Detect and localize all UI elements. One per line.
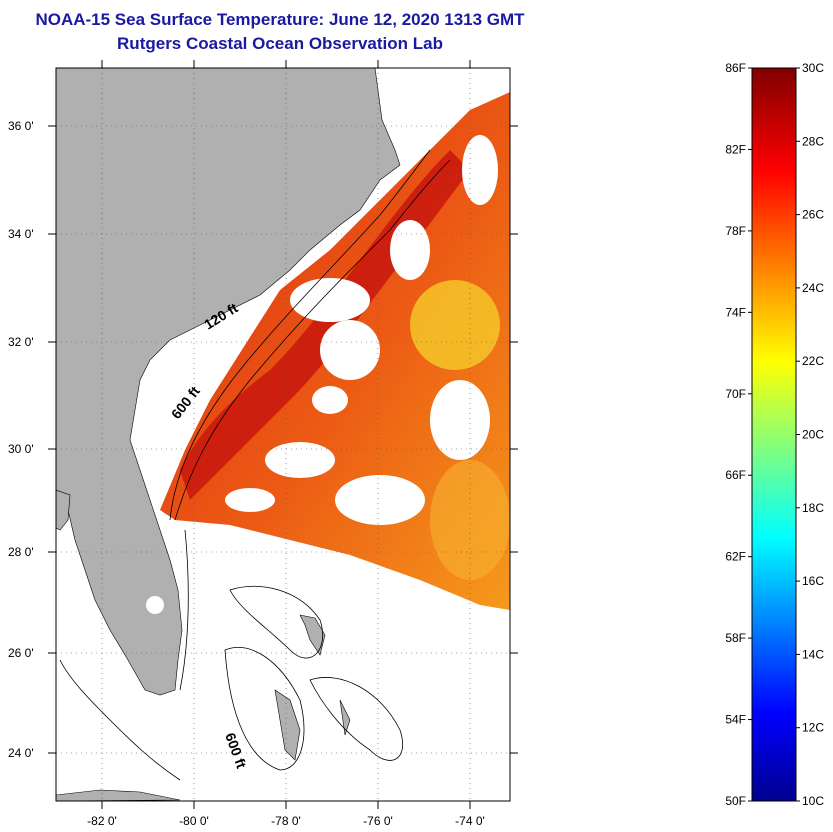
lat-label: 36 0' [8,119,34,133]
colorbar-c-label: 28C [802,134,824,148]
lat-label: 24 0' [8,746,34,760]
land-us [56,68,401,696]
colorbar-f-label: 86F [725,61,746,75]
colorbar-c-label: 10C [802,794,824,808]
colorbar-f-labels: 86F 82F 78F 74F 70F 66F 62F 58F 54F 50F [725,61,746,808]
colorbar-f-label: 50F [725,794,746,808]
colorbar-f-label: 62F [725,550,746,564]
colorbar-c-label: 16C [802,574,824,588]
cool-eddy [410,280,500,370]
colorbar-c-label: 26C [802,208,824,222]
map-border [55,67,511,802]
depth-contours [59,149,451,781]
sst-map: 120 ft 600 ft 600 ft 36 0' 34 0' 32 0' 3… [8,60,518,828]
lon-label: -74 0' [455,814,485,828]
colorbar-f-label: 66F [725,468,746,482]
cool-eddy-2 [430,460,510,580]
colorbar-f-label: 74F [725,305,746,319]
lat-label: 28 0' [8,545,34,559]
lat-label: 34 0' [8,227,34,241]
land-bahamas [274,614,351,761]
colorbar-c-label: 12C [802,721,824,735]
cloud-gaps [225,135,498,525]
colorbar-f-label: 82F [725,142,746,156]
land-panhandle [56,489,71,531]
lat-label: 26 0' [8,646,34,660]
temperature-colorbar: 86F 82F 78F 74F 70F 66F 62F 58F 54F 50F 30C 28C 26C… [725,61,824,808]
colorbar-f-label: 58F [725,631,746,645]
lon-label: -78 0' [271,814,301,828]
land-cuba [56,789,181,801]
colorbar-c-label: 14C [802,647,824,661]
lon-label: -80 0' [179,814,209,828]
colorbar-f-label: 54F [725,713,746,727]
lake-okeechobee [146,596,164,614]
colorbar-c-label: 24C [802,281,824,295]
lat-label: 30 0' [8,442,34,456]
colorbar-c-label: 30C [802,61,824,75]
map-subtitle: Rutgers Coastal Ocean Observation Lab [117,34,443,53]
colorbar-gradient [751,67,797,802]
axis-ticks [48,60,518,809]
lon-label: -76 0' [363,814,393,828]
lon-label: -82 0' [87,814,117,828]
colorbar-ticks [748,67,800,802]
colorbar-f-label: 78F [725,224,746,238]
colorbar-c-labels: 30C 28C 26C 24C 22C 20C 18C 16C 14C 12C 10C [802,61,824,808]
colorbar-c-label: 20C [802,428,824,442]
colorbar-c-label: 18C [802,501,824,515]
colorbar-f-label: 70F [725,387,746,401]
map-title: NOAA-15 Sea Surface Temperature: June 12… [35,10,525,29]
graticule [56,68,510,801]
colorbar-c-label: 22C [802,354,824,368]
lat-label: 32 0' [8,335,34,349]
